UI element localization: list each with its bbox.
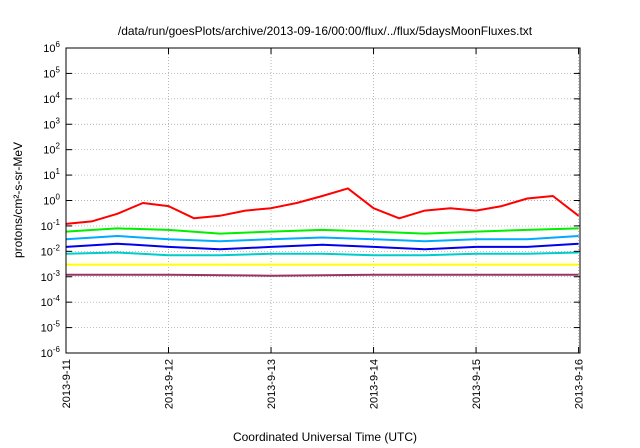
x-axis-label: Coordinated Universal Time (UTC)	[233, 430, 417, 444]
axis-ticks	[65, 47, 580, 354]
x-tick-label: 2013-9-14	[369, 359, 381, 409]
plot-frame	[65, 47, 581, 354]
y-tick-label: 102	[43, 142, 60, 157]
series-line-0	[65, 187, 580, 225]
y-tick-label: 10-3	[41, 269, 61, 284]
x-tick-label: 2013-9-13	[266, 359, 278, 409]
y-tick-label: 101	[43, 167, 60, 182]
y-tick-label: 10-6	[41, 345, 61, 360]
x-tick-label: 2013-9-11	[61, 359, 73, 408]
y-tick-label: 10-1	[41, 218, 61, 233]
y-tick-label: 10-2	[41, 243, 61, 258]
x-tick-labels: 2013-9-11 2013-9-12 2013-9-13 2013-9-14 2013…	[61, 359, 586, 409]
y-tick-labels: 10-6 10-5 10-4 10-3 10-2 10-1 100 101 102 103 104 1…	[41, 40, 61, 360]
x-tick-label: 2013-9-16	[574, 359, 586, 409]
y-axis-label: protons/cm²-s-sr-MeV	[11, 142, 25, 258]
x-tick-label: 2013-9-15	[471, 359, 483, 409]
y-tick-label: 105	[43, 65, 60, 80]
series-line-1	[65, 227, 579, 235]
series-layer	[65, 187, 580, 277]
y-tick-label: 100	[43, 193, 60, 208]
y-tick-label: 106	[43, 40, 60, 55]
series-line-3	[65, 242, 579, 251]
chart-title: /data/run/goesPlots/archive/2013-09-16/0…	[118, 24, 533, 38]
y-tick-label: 10-5	[41, 320, 61, 335]
series-line-6	[66, 273, 579, 277]
series-line-2	[65, 235, 579, 243]
grid-lines	[66, 48, 580, 353]
x-tick-label: 2013-9-12	[164, 359, 176, 409]
series-line-4	[65, 251, 579, 257]
y-tick-label: 104	[43, 91, 60, 106]
y-tick-label: 103	[43, 116, 60, 131]
y-tick-label: 10-4	[41, 294, 61, 309]
